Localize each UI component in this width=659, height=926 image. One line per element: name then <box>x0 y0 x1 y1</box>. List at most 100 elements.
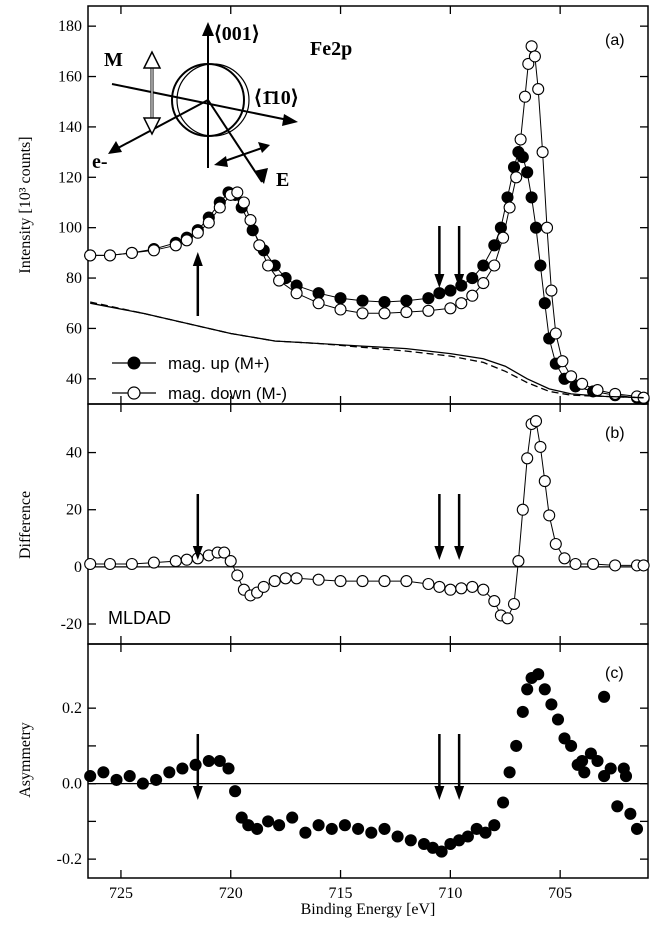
data-point <box>507 597 521 611</box>
data-point <box>422 577 435 591</box>
x-tick-label: 725 <box>109 885 133 902</box>
data-point <box>488 595 501 608</box>
axis-110-line <box>111 83 289 121</box>
x-tick-label: 705 <box>548 885 572 902</box>
marker-arrowhead-icon <box>454 274 465 288</box>
data-point <box>123 770 136 783</box>
y-tick-label: 0 <box>74 559 82 576</box>
data-point <box>169 555 182 568</box>
panel-c-label: (c) <box>605 665 624 682</box>
data-point <box>510 739 523 752</box>
data-point <box>569 557 582 571</box>
panel-b: (b) MLDAD Difference -20 0 20 40 <box>17 403 650 645</box>
legend: mag. up (M+) mag. down (M-) <box>112 354 287 403</box>
data-point <box>510 171 523 184</box>
data-point <box>84 770 97 783</box>
panel-c-frame <box>87 643 649 879</box>
data-point <box>466 272 479 285</box>
data-point <box>334 292 347 305</box>
data-point <box>479 826 492 839</box>
y-tick-label: 60 <box>66 320 82 337</box>
panel-b-frame <box>87 403 649 645</box>
data-point <box>516 503 529 516</box>
data-point <box>521 683 534 696</box>
y-tick-label: 0.0 <box>62 776 82 793</box>
data-point <box>587 557 600 571</box>
marker-arrowhead-icon <box>434 274 445 288</box>
data-point <box>150 773 163 786</box>
data-point <box>365 826 378 839</box>
data-point <box>488 819 501 832</box>
data-point <box>235 811 248 824</box>
y-axis-label-c: Asymmetry <box>17 722 34 798</box>
data-point <box>312 287 325 300</box>
data-point <box>273 819 286 832</box>
photon-arrowhead-icon <box>254 168 268 184</box>
data-point <box>604 762 617 775</box>
data-point <box>378 822 391 835</box>
data-point <box>497 231 510 244</box>
data-point <box>591 754 604 768</box>
data-point <box>290 572 303 585</box>
data-point <box>433 287 446 300</box>
data-point <box>268 575 281 588</box>
data-point <box>356 294 369 307</box>
data-point <box>229 785 242 798</box>
data-point <box>202 216 215 229</box>
data-point <box>312 297 325 310</box>
data-point <box>312 573 325 586</box>
data-point <box>237 196 250 209</box>
data-point <box>312 819 325 832</box>
plot-area-c <box>84 668 648 858</box>
y-tick-label: 80 <box>66 270 82 287</box>
arrows-a <box>192 226 465 316</box>
data-point <box>611 800 624 813</box>
arrows-b <box>192 494 465 560</box>
data-point <box>514 133 527 146</box>
data-point <box>84 557 97 571</box>
marker-arrowhead-icon <box>454 786 465 800</box>
data-point <box>624 807 637 820</box>
data-point <box>356 307 369 320</box>
panel-a-label: (a) <box>605 32 625 49</box>
data-point <box>538 297 551 310</box>
data-point <box>477 277 490 290</box>
data-point <box>565 739 578 752</box>
y-axis-label-b: Difference <box>17 491 34 559</box>
data-point <box>525 40 538 53</box>
data-point <box>253 239 266 252</box>
x-ticks: 725 720 715 710 705 <box>109 6 572 902</box>
marker-arrowhead-icon <box>192 786 203 800</box>
data-point <box>503 201 516 214</box>
data-point <box>176 762 189 775</box>
y-tick-label: 40 <box>66 445 82 462</box>
data-point <box>532 83 545 96</box>
marker-arrowhead-icon <box>192 252 203 266</box>
data-point <box>299 826 312 839</box>
y-tick-label: 40 <box>66 371 82 388</box>
data-point <box>378 295 391 309</box>
data-point <box>540 221 554 234</box>
data-point <box>435 845 448 858</box>
mldad-label: MLDAD <box>108 608 171 628</box>
data-point <box>257 580 270 593</box>
data-point <box>325 822 338 835</box>
data-point <box>455 582 468 595</box>
data-point <box>84 249 97 262</box>
arrows-c <box>192 734 465 800</box>
data-point <box>422 292 435 305</box>
data-point <box>103 557 117 571</box>
y-tick-label: 100 <box>58 220 82 237</box>
legend-marker-down <box>127 386 141 400</box>
data-point <box>286 811 299 824</box>
data-point <box>549 537 562 551</box>
data-point <box>532 668 545 681</box>
data-point <box>536 146 549 159</box>
data-point <box>521 452 534 465</box>
data-point <box>591 384 604 397</box>
data-point <box>558 552 571 565</box>
data-point <box>529 415 543 428</box>
data-point <box>549 327 562 340</box>
data-point <box>525 191 538 204</box>
y-tick-label: 0.2 <box>62 700 82 717</box>
